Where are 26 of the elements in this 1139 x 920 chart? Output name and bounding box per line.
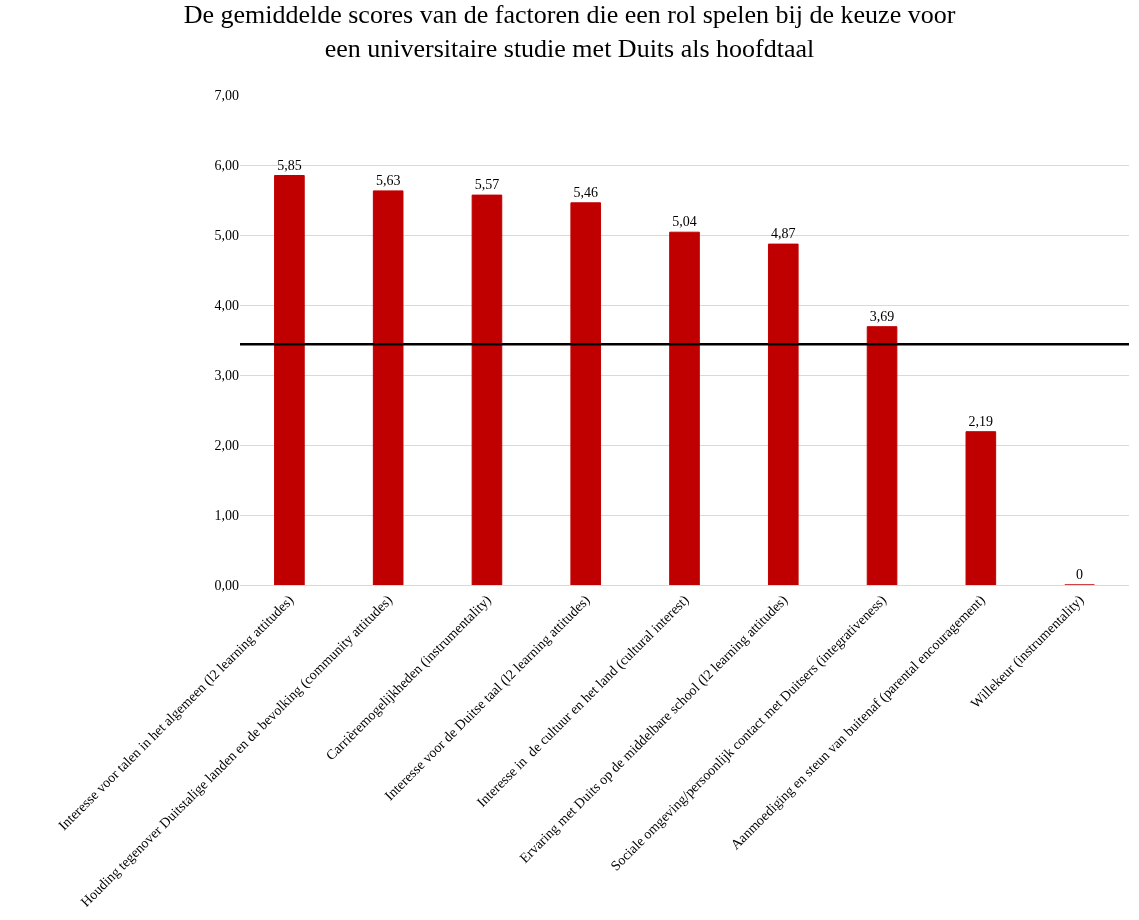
bar bbox=[866, 326, 898, 585]
y-tick-label: 4,00 bbox=[214, 297, 239, 313]
data-label: 3,69 bbox=[869, 308, 895, 324]
y-tick-label: 6,00 bbox=[214, 157, 239, 173]
data-label: 5,63 bbox=[375, 172, 401, 188]
y-tick-label: 0,00 bbox=[214, 577, 239, 593]
y-tick-label: 7,00 bbox=[214, 87, 239, 103]
bar bbox=[274, 175, 305, 585]
y-tick-label: 3,00 bbox=[214, 367, 239, 383]
data-label: 5,04 bbox=[672, 214, 697, 230]
data-label: 2,19 bbox=[968, 413, 994, 429]
bar bbox=[669, 231, 700, 585]
y-tick-label: 1,00 bbox=[214, 507, 239, 523]
chart-title: De gemiddelde scores van de factoren die een rol spelen bij de keuze voor een universitaire studie met Duits als hoofdtaal bbox=[183, 0, 956, 63]
y-tick-label: 5,00 bbox=[214, 227, 239, 243]
bar bbox=[372, 190, 404, 585]
bar bbox=[570, 202, 602, 585]
bar bbox=[767, 243, 799, 585]
data-label: 4,87 bbox=[771, 226, 796, 242]
bar bbox=[965, 431, 997, 585]
bar bbox=[471, 194, 503, 585]
data-label: 5,85 bbox=[277, 157, 302, 173]
y-tick-label: 2,00 bbox=[214, 437, 239, 453]
data-label: 5,57 bbox=[474, 177, 500, 193]
data-label: 0 bbox=[1076, 567, 1084, 582]
data-label: 5,46 bbox=[573, 184, 598, 200]
